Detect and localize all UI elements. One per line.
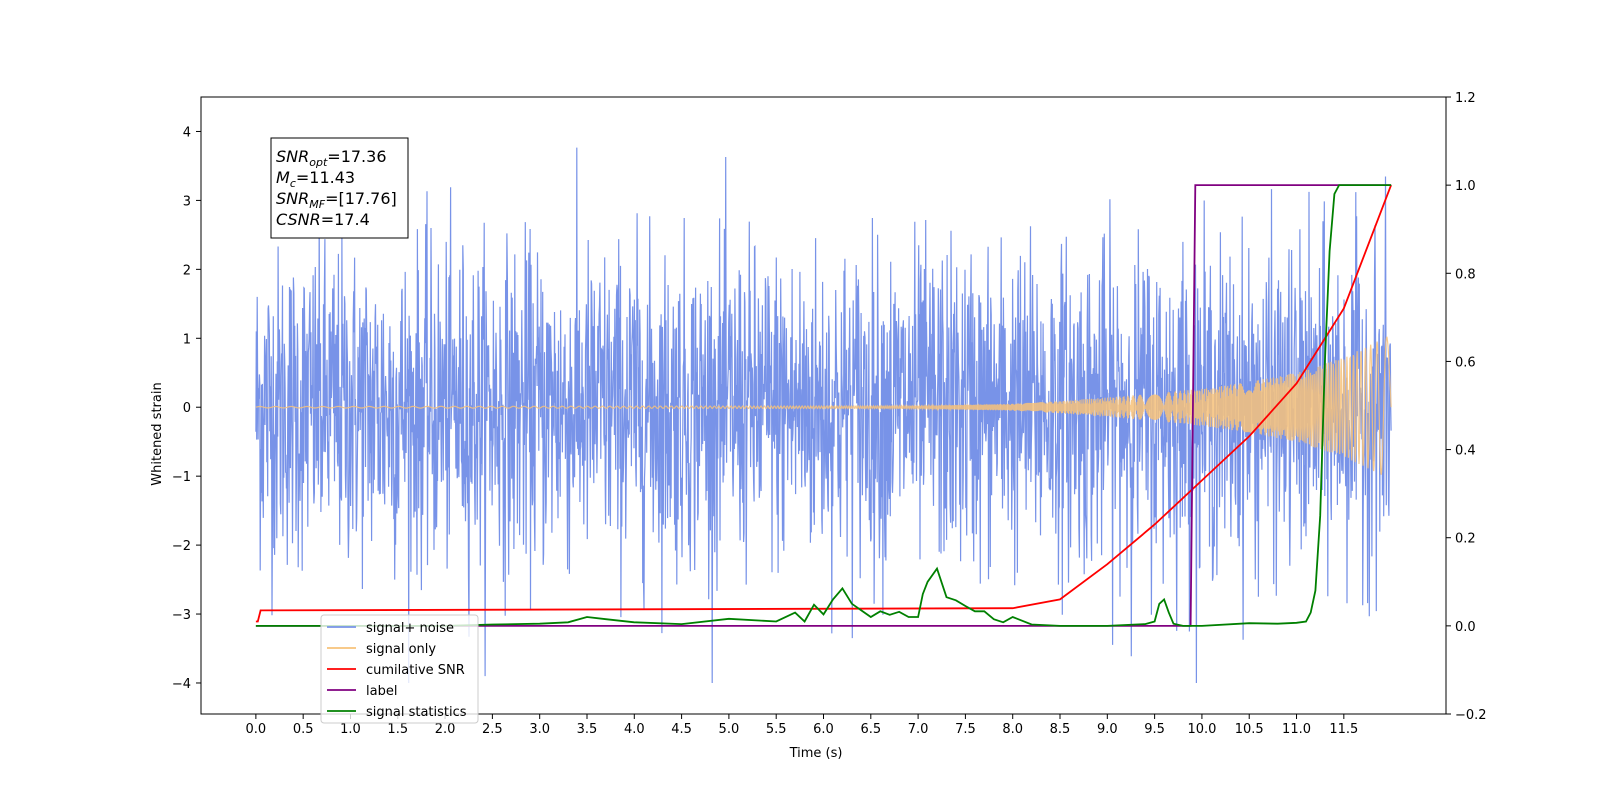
- y2-tick-label: 0.4: [1455, 444, 1476, 459]
- series-cumilative-snr-line: [255, 184, 1392, 623]
- x-tick-label: 1.5: [387, 722, 408, 737]
- y2-tick-label: 0.2: [1455, 532, 1476, 547]
- plot-area: [255, 147, 1392, 684]
- legend-label: signal statistics: [366, 705, 467, 720]
- x-tick-label: 11.5: [1329, 722, 1358, 737]
- x-tick-label: 9.0: [1097, 722, 1118, 737]
- x-tick-label: 5.5: [766, 722, 787, 737]
- x-tick-label: 1.0: [340, 722, 361, 737]
- x-tick-label: 7.0: [908, 722, 929, 737]
- y2-tick-label: 0.8: [1455, 267, 1476, 282]
- legend-frame: [320, 614, 479, 724]
- x-tick-label: 0.5: [293, 722, 314, 737]
- x-tick-label: 6.0: [813, 722, 834, 737]
- y-tick-label: −2: [172, 539, 191, 554]
- x-tick-label: 7.5: [955, 722, 976, 737]
- y-tick-label: 3: [183, 194, 191, 209]
- series-label-line: [255, 184, 1392, 627]
- legend-label: label: [366, 684, 397, 699]
- info-line: SNRopt=17.36: [276, 147, 387, 169]
- legend: signal+ noise signal only cumilative SNR la…: [320, 614, 479, 724]
- y-tick-label: −4: [172, 677, 191, 692]
- y2-tick-label: −0.2: [1455, 708, 1487, 723]
- y-tick-label: 4: [183, 125, 191, 140]
- series-signal-noise-line: [255, 147, 1392, 684]
- y-tick-label: −1: [172, 470, 191, 485]
- x-tick-label: 3.0: [529, 722, 550, 737]
- x-tick-label: 2.5: [482, 722, 503, 737]
- x-tick-label: 0.0: [246, 722, 267, 737]
- x-tick-label: 6.5: [860, 722, 881, 737]
- legend-label: signal+ noise: [366, 621, 454, 636]
- axes: 0.0 0.5 1.0 1.5 2.0 2.5 3.0 3.5 4.0 4.5 5.0 5.5 6.0 6…: [172, 91, 1487, 737]
- info-line: Mc=11.43: [276, 168, 355, 190]
- x-tick-label: 4.0: [624, 722, 645, 737]
- legend-label: cumilative SNR: [366, 663, 465, 678]
- y-axis-label: Whitened strain: [150, 382, 165, 485]
- y-tick-label: 0: [183, 401, 191, 416]
- y-tick-label: 2: [183, 263, 191, 278]
- series-signal-statistics-line: [255, 184, 1392, 627]
- x-tick-label: 4.5: [671, 722, 692, 737]
- x-tick-label: 3.5: [577, 722, 598, 737]
- x-tick-label: 8.0: [1002, 722, 1023, 737]
- info-line: CSNR=17.4: [276, 210, 370, 229]
- info-line: SNRMF=[17.76]: [276, 189, 397, 211]
- x-tick-label: 5.0: [719, 722, 740, 737]
- series-signal-only-line: [255, 336, 1392, 475]
- y2-tick-label: 1.2: [1455, 91, 1476, 106]
- x-tick-label: 10.0: [1187, 722, 1216, 737]
- x-axis-label: Time (s): [789, 746, 843, 761]
- x-tick-label: 2.0: [435, 722, 456, 737]
- y-tick-label: 1: [183, 332, 191, 347]
- x-tick-label: 11.0: [1282, 722, 1311, 737]
- x-tick-label: 10.5: [1235, 722, 1264, 737]
- legend-label: signal only: [366, 642, 436, 657]
- info-box: SNRopt=17.36Mc=11.43SNRMF=[17.76]CSNR=17…: [270, 137, 409, 239]
- y-tick-label: −3: [172, 608, 191, 623]
- info-box-frame: [270, 137, 409, 239]
- x-tick-label: 9.5: [1144, 722, 1165, 737]
- y2-tick-label: 0.6: [1455, 355, 1476, 370]
- x-tick-label: 8.5: [1050, 722, 1071, 737]
- y2-tick-label: 1.0: [1455, 179, 1476, 194]
- y2-tick-label: 0.0: [1455, 620, 1476, 635]
